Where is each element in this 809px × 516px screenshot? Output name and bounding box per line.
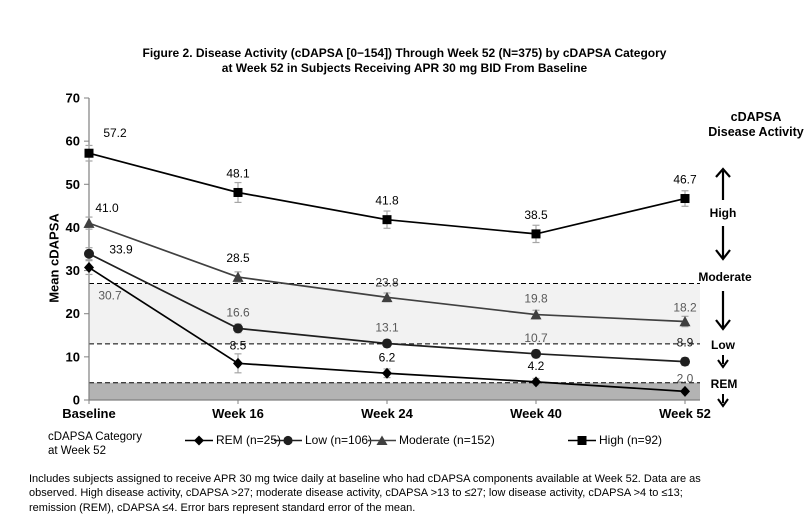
data-point-circle (233, 323, 243, 334)
y-tick-label: 0 (73, 393, 80, 408)
figure-title-line1: Figure 2. Disease Activity (cDAPSA [0−15… (142, 46, 667, 60)
data-point-diamond (84, 262, 94, 274)
footnote-line1: Includes subjects assigned to receive AP… (29, 473, 701, 485)
data-point-diamond (382, 367, 392, 379)
data-point-label: 33.9 (109, 243, 133, 257)
data-point-diamond (680, 385, 690, 397)
arrow-down-rem-head-icon (717, 398, 729, 408)
arrow-down-low-head-icon (717, 359, 729, 369)
figure-title-line2: at Week 52 in Subjects Receiving APR 30 … (221, 61, 588, 75)
data-point-triangle (530, 309, 542, 320)
data-point-circle (680, 356, 690, 367)
data-point-label: 4.2 (528, 359, 545, 373)
y-tick-label: 60 (66, 134, 80, 149)
legend-marker-square-icon (568, 435, 596, 445)
data-point-label: 57.2 (103, 126, 127, 140)
data-point-triangle (232, 271, 244, 282)
data-point-label: 8.5 (230, 338, 247, 352)
data-point-label: 2.0 (677, 371, 694, 385)
data-point-label: 6.2 (379, 350, 396, 364)
data-point-triangle (381, 291, 393, 303)
data-point-square (84, 148, 94, 158)
legend-header-line2: at Week 52 (48, 444, 106, 457)
legend-header-line1: cDAPSA Category (48, 431, 142, 443)
data-point-label: 48.1 (226, 166, 250, 180)
right-axis-header-line2: Disease Activity (708, 125, 804, 139)
x-axis-label: Week 16 (212, 406, 264, 421)
y-tick-label: 40 (66, 220, 80, 235)
data-point-triangle (83, 217, 95, 228)
legend-header: cDAPSA Category at Week 52 (48, 431, 142, 458)
right-axis-header-line1: cDAPSA (730, 110, 782, 124)
x-axis-label: Week 40 (510, 406, 562, 421)
data-point-label: 23.8 (375, 275, 399, 289)
data-point-label: 41.0 (95, 201, 119, 215)
footnote-line2: observed. High disease activity, cDAPSA … (29, 487, 683, 500)
data-point-diamond (531, 376, 541, 388)
zone-label-low: Low (711, 338, 735, 352)
figure-title: Figure 2. Disease Activity (cDAPSA [0−15… (0, 46, 809, 76)
legend-item-rem: REM (n=25) (184, 433, 281, 447)
data-point-label: 16.6 (226, 305, 250, 319)
legend-marker-diamond-icon (185, 435, 213, 445)
data-point-label: 8.9 (677, 336, 694, 350)
legend-item-moderate: Moderate (n=152) (367, 433, 495, 447)
legend-item-low-label: Low (n=106) (305, 433, 373, 447)
data-point-label: 28.5 (226, 251, 250, 265)
y-tick-label: 20 (66, 306, 80, 321)
data-point-label: 10.7 (524, 331, 548, 345)
figure-footnote: Includes subjects assigned to receive AP… (29, 472, 793, 515)
x-axis-label: Week 52 (659, 406, 711, 421)
x-axis-label: Week 24 (361, 406, 414, 421)
legend-marker-circle-icon (274, 435, 302, 445)
legend-item-high: High (n=92) (567, 433, 662, 447)
disease-activity-arrows (715, 167, 731, 408)
disease-band (89, 382, 700, 400)
data-point-square (382, 215, 392, 225)
data-point-diamond (233, 357, 243, 369)
data-point-label: 46.7 (673, 173, 697, 187)
legend-item-high-label: High (n=92) (599, 433, 663, 447)
legend-marker-triangle-icon (368, 435, 396, 445)
zone-label-rem: REM (710, 377, 738, 391)
data-point-label: 41.8 (375, 194, 399, 208)
zone-label-high: High (709, 206, 737, 220)
arrow-up-high-head-icon (715, 167, 731, 178)
y-tick-label: 30 (66, 263, 80, 278)
legend-item-moderate-label: Moderate (n=152) (399, 433, 495, 447)
data-point-label: 30.7 (98, 289, 122, 303)
data-point-label: 38.5 (524, 208, 548, 222)
x-axis-label: Baseline (62, 406, 115, 421)
right-axis-header: cDAPSA Disease Activity (708, 110, 803, 140)
footnote-line3: remission (REM), cDAPSA ≤4. Error bars r… (29, 501, 416, 514)
y-axis-title: Mean cDAPSA (46, 213, 62, 303)
data-point-triangle (679, 315, 691, 327)
legend-item-rem-label: REM (n=25) (216, 433, 282, 447)
y-tick-label: 10 (66, 349, 80, 364)
data-point-label: 18.2 (673, 300, 697, 314)
legend-item-low: Low (n=106) (273, 433, 372, 447)
arrow-down-moderate-head-icon (715, 319, 731, 331)
data-point-square (531, 229, 541, 239)
y-tick-label: 50 (66, 177, 80, 192)
y-tick-label: 70 (66, 91, 80, 106)
zone-label-moderate: Moderate (698, 270, 752, 284)
disease-band (89, 283, 700, 344)
data-point-label: 19.8 (524, 292, 548, 306)
data-point-circle (382, 338, 392, 349)
data-point-label: 13.1 (375, 320, 399, 334)
data-point-circle (84, 248, 94, 259)
data-point-square (233, 187, 243, 197)
data-point-circle (531, 348, 541, 359)
data-point-square (680, 194, 690, 204)
arrow-down-high-head-icon (715, 249, 731, 261)
